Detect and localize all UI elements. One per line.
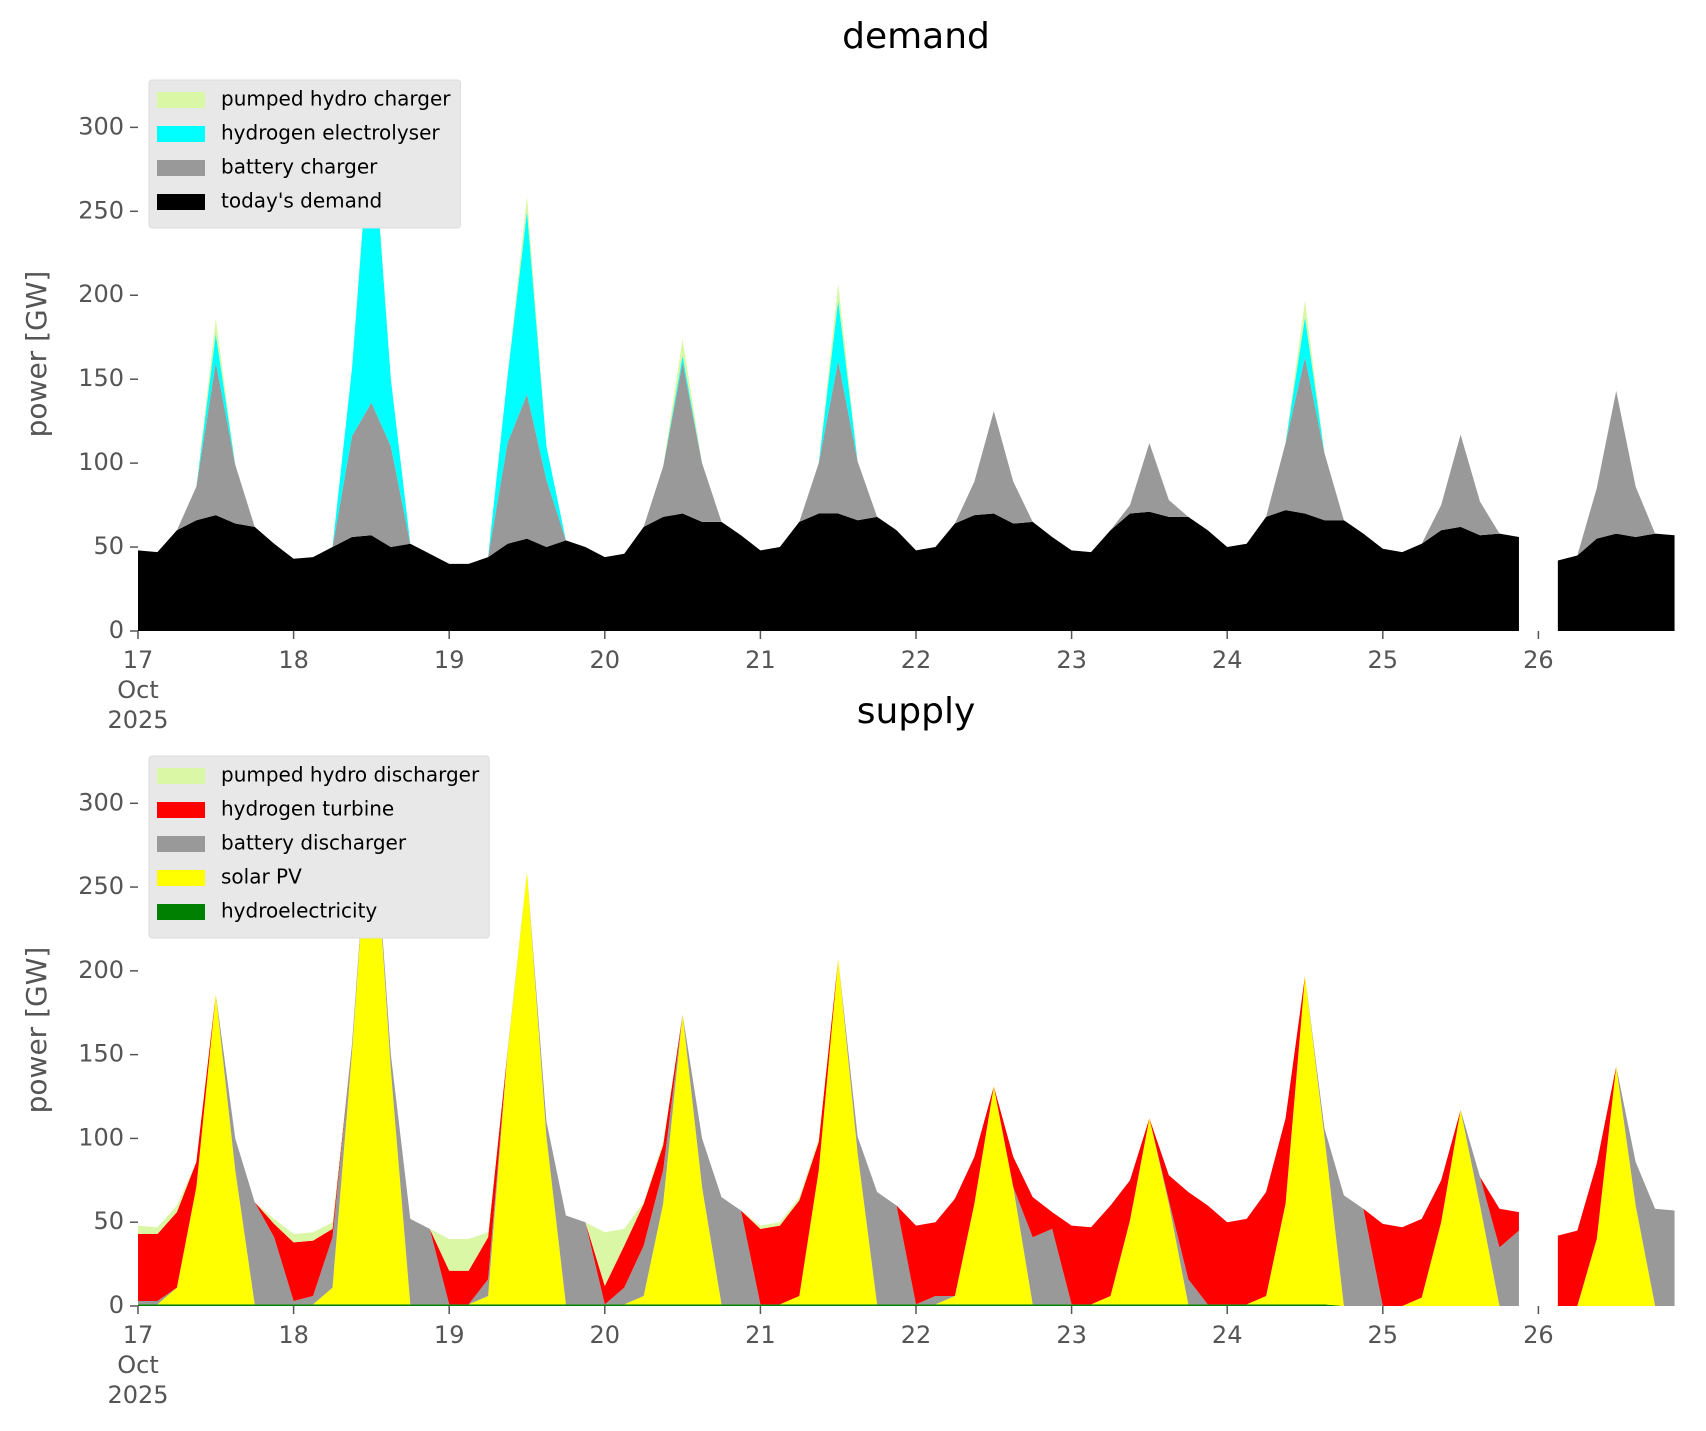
y-tick-label: 0: [109, 1291, 124, 1319]
legend-swatch: [157, 836, 205, 852]
legend-swatch: [157, 768, 205, 784]
legend-box: [148, 79, 462, 229]
x-tick-label: 17 Oct 2025: [107, 1321, 168, 1409]
area: [138, 778, 1675, 1286]
chart-title: demand: [842, 16, 990, 57]
x-tick-label: 20: [590, 1321, 621, 1349]
x-tick-label: 24: [1212, 646, 1243, 674]
legend-swatch: [157, 92, 205, 108]
legend: pumped hydro charger hydrogen electrolyse…: [148, 79, 462, 229]
legend-label: solar PV: [221, 865, 302, 889]
area: [138, 1304, 1675, 1306]
y-tick-label: 300: [78, 112, 124, 140]
x-tick-label: 21: [745, 1321, 776, 1349]
legend-label: battery charger: [221, 155, 378, 179]
x-tick-label: 21: [745, 646, 776, 674]
y-axis-label: power [GW]: [20, 947, 53, 1114]
y-axis-label: power [GW]: [20, 271, 53, 438]
legend-swatch: [157, 904, 205, 920]
x-tick-label: 22: [901, 1321, 932, 1349]
legend-swatch: [157, 802, 205, 818]
area: [138, 778, 1675, 1306]
y-tick-label: 200: [78, 280, 124, 308]
legend-label: hydroelectricity: [221, 899, 377, 923]
y-tick-label: 50: [93, 1207, 124, 1235]
legend-swatch: [157, 126, 205, 142]
x-tick-label: 25: [1368, 646, 1399, 674]
legend-swatch: [157, 194, 205, 210]
y-tick-label: 250: [78, 872, 124, 900]
legend-label: battery discharger: [221, 831, 407, 855]
area: [138, 778, 1675, 1306]
y-tick-label: 150: [78, 1040, 124, 1068]
legend-swatch: [157, 160, 205, 176]
y-tick-label: 100: [78, 1123, 124, 1151]
x-tick-label: 26: [1523, 646, 1554, 674]
x-tick-label: 23: [1056, 1321, 1087, 1349]
legend-swatch: [157, 870, 205, 886]
y-tick-label: 200: [78, 956, 124, 984]
y-tick-label: 50: [93, 532, 124, 560]
y-tick-label: 250: [78, 196, 124, 224]
x-tick-label: 20: [590, 646, 621, 674]
legend: pumped hydro discharger hydrogen turbine b…: [148, 755, 490, 939]
legend-label: hydrogen electrolyser: [221, 121, 440, 145]
x-tick-label: 18: [278, 1321, 309, 1349]
x-tick-label: 25: [1368, 1321, 1399, 1349]
x-tick-label: 19: [434, 646, 465, 674]
x-tick-label: 18: [278, 646, 309, 674]
x-tick-label: 24: [1212, 1321, 1243, 1349]
legend-label: pumped hydro charger: [221, 87, 451, 111]
legend-label: hydrogen turbine: [221, 797, 394, 821]
x-tick-label: 23: [1056, 646, 1087, 674]
legend-label: pumped hydro discharger: [221, 763, 480, 787]
chart-title: supply: [857, 691, 976, 732]
area: [138, 357, 1675, 564]
legend-label: today's demand: [221, 189, 382, 213]
y-tick-label: 0: [109, 616, 124, 644]
x-tick-label: 22: [901, 646, 932, 674]
x-tick-label: 19: [434, 1321, 465, 1349]
y-tick-label: 150: [78, 364, 124, 392]
y-tick-label: 300: [78, 788, 124, 816]
y-tick-label: 100: [78, 448, 124, 476]
legend-box: [148, 755, 490, 939]
x-tick-label: 26: [1523, 1321, 1554, 1349]
area: [138, 510, 1675, 631]
x-tick-label: 17 Oct 2025: [107, 646, 168, 734]
